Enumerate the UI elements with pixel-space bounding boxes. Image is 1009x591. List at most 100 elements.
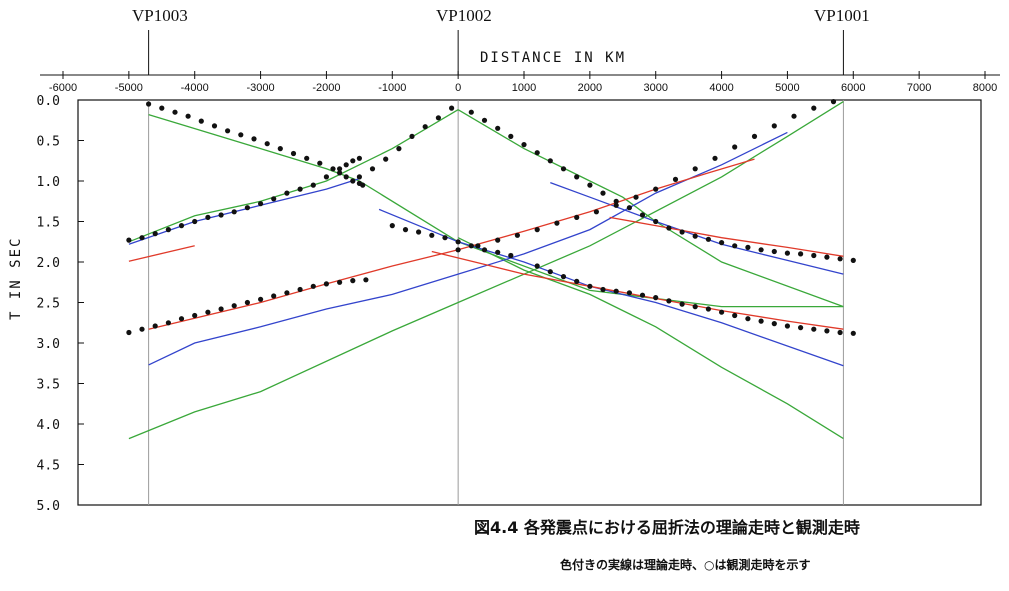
- observed-point: [751, 133, 758, 139]
- observed-point: [271, 196, 277, 202]
- x-tick-label: -6000: [49, 82, 77, 94]
- observed-point: [152, 231, 158, 237]
- theoretical-line-blue: [148, 131, 788, 366]
- observed-point: [600, 286, 606, 293]
- observed-point: [758, 318, 764, 324]
- y-axis-label: T IN SEC: [8, 236, 24, 320]
- observed-point: [350, 178, 356, 184]
- observed-point: [798, 325, 804, 331]
- observed-point: [771, 321, 777, 327]
- observed-point: [547, 269, 553, 275]
- observed-point: [304, 155, 310, 161]
- observed-point: [159, 105, 165, 111]
- observed-point: [165, 227, 171, 233]
- observed-point: [360, 182, 366, 188]
- theoretical-line-green: [128, 109, 459, 243]
- observed-point: [258, 201, 264, 207]
- x-tick-label: -4000: [181, 82, 209, 94]
- observed-point: [126, 329, 132, 336]
- y-tick-label: 5.0: [37, 499, 60, 514]
- observed-point: [330, 166, 336, 172]
- observed-point: [587, 283, 593, 289]
- observed-point: [422, 124, 428, 130]
- x-tick-label: 7000: [907, 82, 931, 94]
- shot-point-label-vp1001: VP1001: [814, 6, 870, 25]
- observed-point: [639, 212, 646, 218]
- observed-point: [547, 158, 553, 164]
- observed-point: [363, 277, 369, 283]
- observed-point: [271, 293, 277, 299]
- observed-point: [613, 288, 619, 294]
- observed-point: [732, 243, 738, 249]
- observed-point: [560, 274, 567, 280]
- observed-point: [626, 205, 633, 211]
- observed-point: [442, 235, 448, 241]
- observed-point: [205, 214, 211, 220]
- observed-point: [811, 252, 817, 259]
- observed-point: [455, 239, 461, 245]
- observed-point: [574, 174, 580, 180]
- observed-point: [185, 113, 191, 119]
- y-tick-label: 3.5: [37, 378, 60, 393]
- observed-point: [758, 247, 764, 253]
- observed-point: [692, 304, 698, 310]
- observed-point: [416, 229, 422, 235]
- shot-point-label-vp1003: VP1003: [132, 6, 188, 25]
- observed-point: [244, 205, 250, 211]
- observed-point: [850, 330, 856, 336]
- observed-point: [771, 123, 777, 129]
- observed-point: [337, 166, 343, 172]
- observed-point: [705, 306, 712, 312]
- observed-point: [126, 237, 132, 243]
- figure-caption: 図4.4 各発震点における屈折法の理論走時と観測走時: [474, 518, 860, 537]
- observed-point: [481, 247, 488, 253]
- observed-point: [350, 158, 356, 164]
- observed-point: [198, 118, 204, 124]
- observed-point: [481, 117, 488, 123]
- observed-point: [475, 243, 481, 249]
- observed-point: [251, 136, 257, 142]
- observed-point: [574, 214, 580, 220]
- observed-point: [139, 326, 145, 332]
- observed-point: [264, 141, 270, 147]
- y-tick-label: 1.0: [37, 175, 60, 190]
- theoretical-line-red: [128, 245, 195, 262]
- observed-point: [745, 316, 751, 322]
- observed-point: [356, 155, 362, 161]
- observed-point: [139, 235, 145, 241]
- observed-point: [719, 240, 725, 246]
- theoretical-line-red: [431, 250, 844, 330]
- x-tick-label: -1000: [378, 82, 406, 94]
- observed-point: [679, 301, 685, 307]
- x-tick-label: 3000: [643, 82, 667, 94]
- observed-point: [172, 109, 178, 115]
- observed-point: [356, 174, 362, 180]
- y-tick-label: 4.0: [37, 418, 60, 433]
- y-tick-label: 0.5: [37, 135, 60, 150]
- figure-note: 色付きの実線は理論走時、○は観測走時を示す: [560, 558, 811, 572]
- observed-point: [218, 306, 224, 312]
- observed-point: [310, 283, 316, 289]
- observed-point: [666, 225, 672, 231]
- observed-point: [653, 218, 659, 225]
- x-tick-label: 0: [455, 82, 461, 94]
- observed-point: [468, 243, 474, 249]
- observed-point: [593, 209, 600, 215]
- observed-point: [468, 109, 474, 115]
- observed-point: [495, 237, 501, 243]
- observed-point: [837, 256, 843, 262]
- observed-point: [633, 194, 639, 200]
- theoretical-line-blue: [378, 208, 844, 367]
- observed-point: [811, 105, 817, 111]
- observed-point: [244, 299, 250, 306]
- observed-point: [192, 218, 198, 225]
- observed-point: [672, 176, 679, 182]
- observed-point: [389, 223, 395, 229]
- plot-frame: [77, 99, 982, 506]
- observed-point: [225, 128, 231, 134]
- observed-point: [238, 132, 244, 138]
- observed-point: [587, 182, 593, 188]
- observed-point: [600, 190, 606, 196]
- observed-point: [231, 209, 237, 215]
- x-tick-label: 8000: [973, 82, 997, 94]
